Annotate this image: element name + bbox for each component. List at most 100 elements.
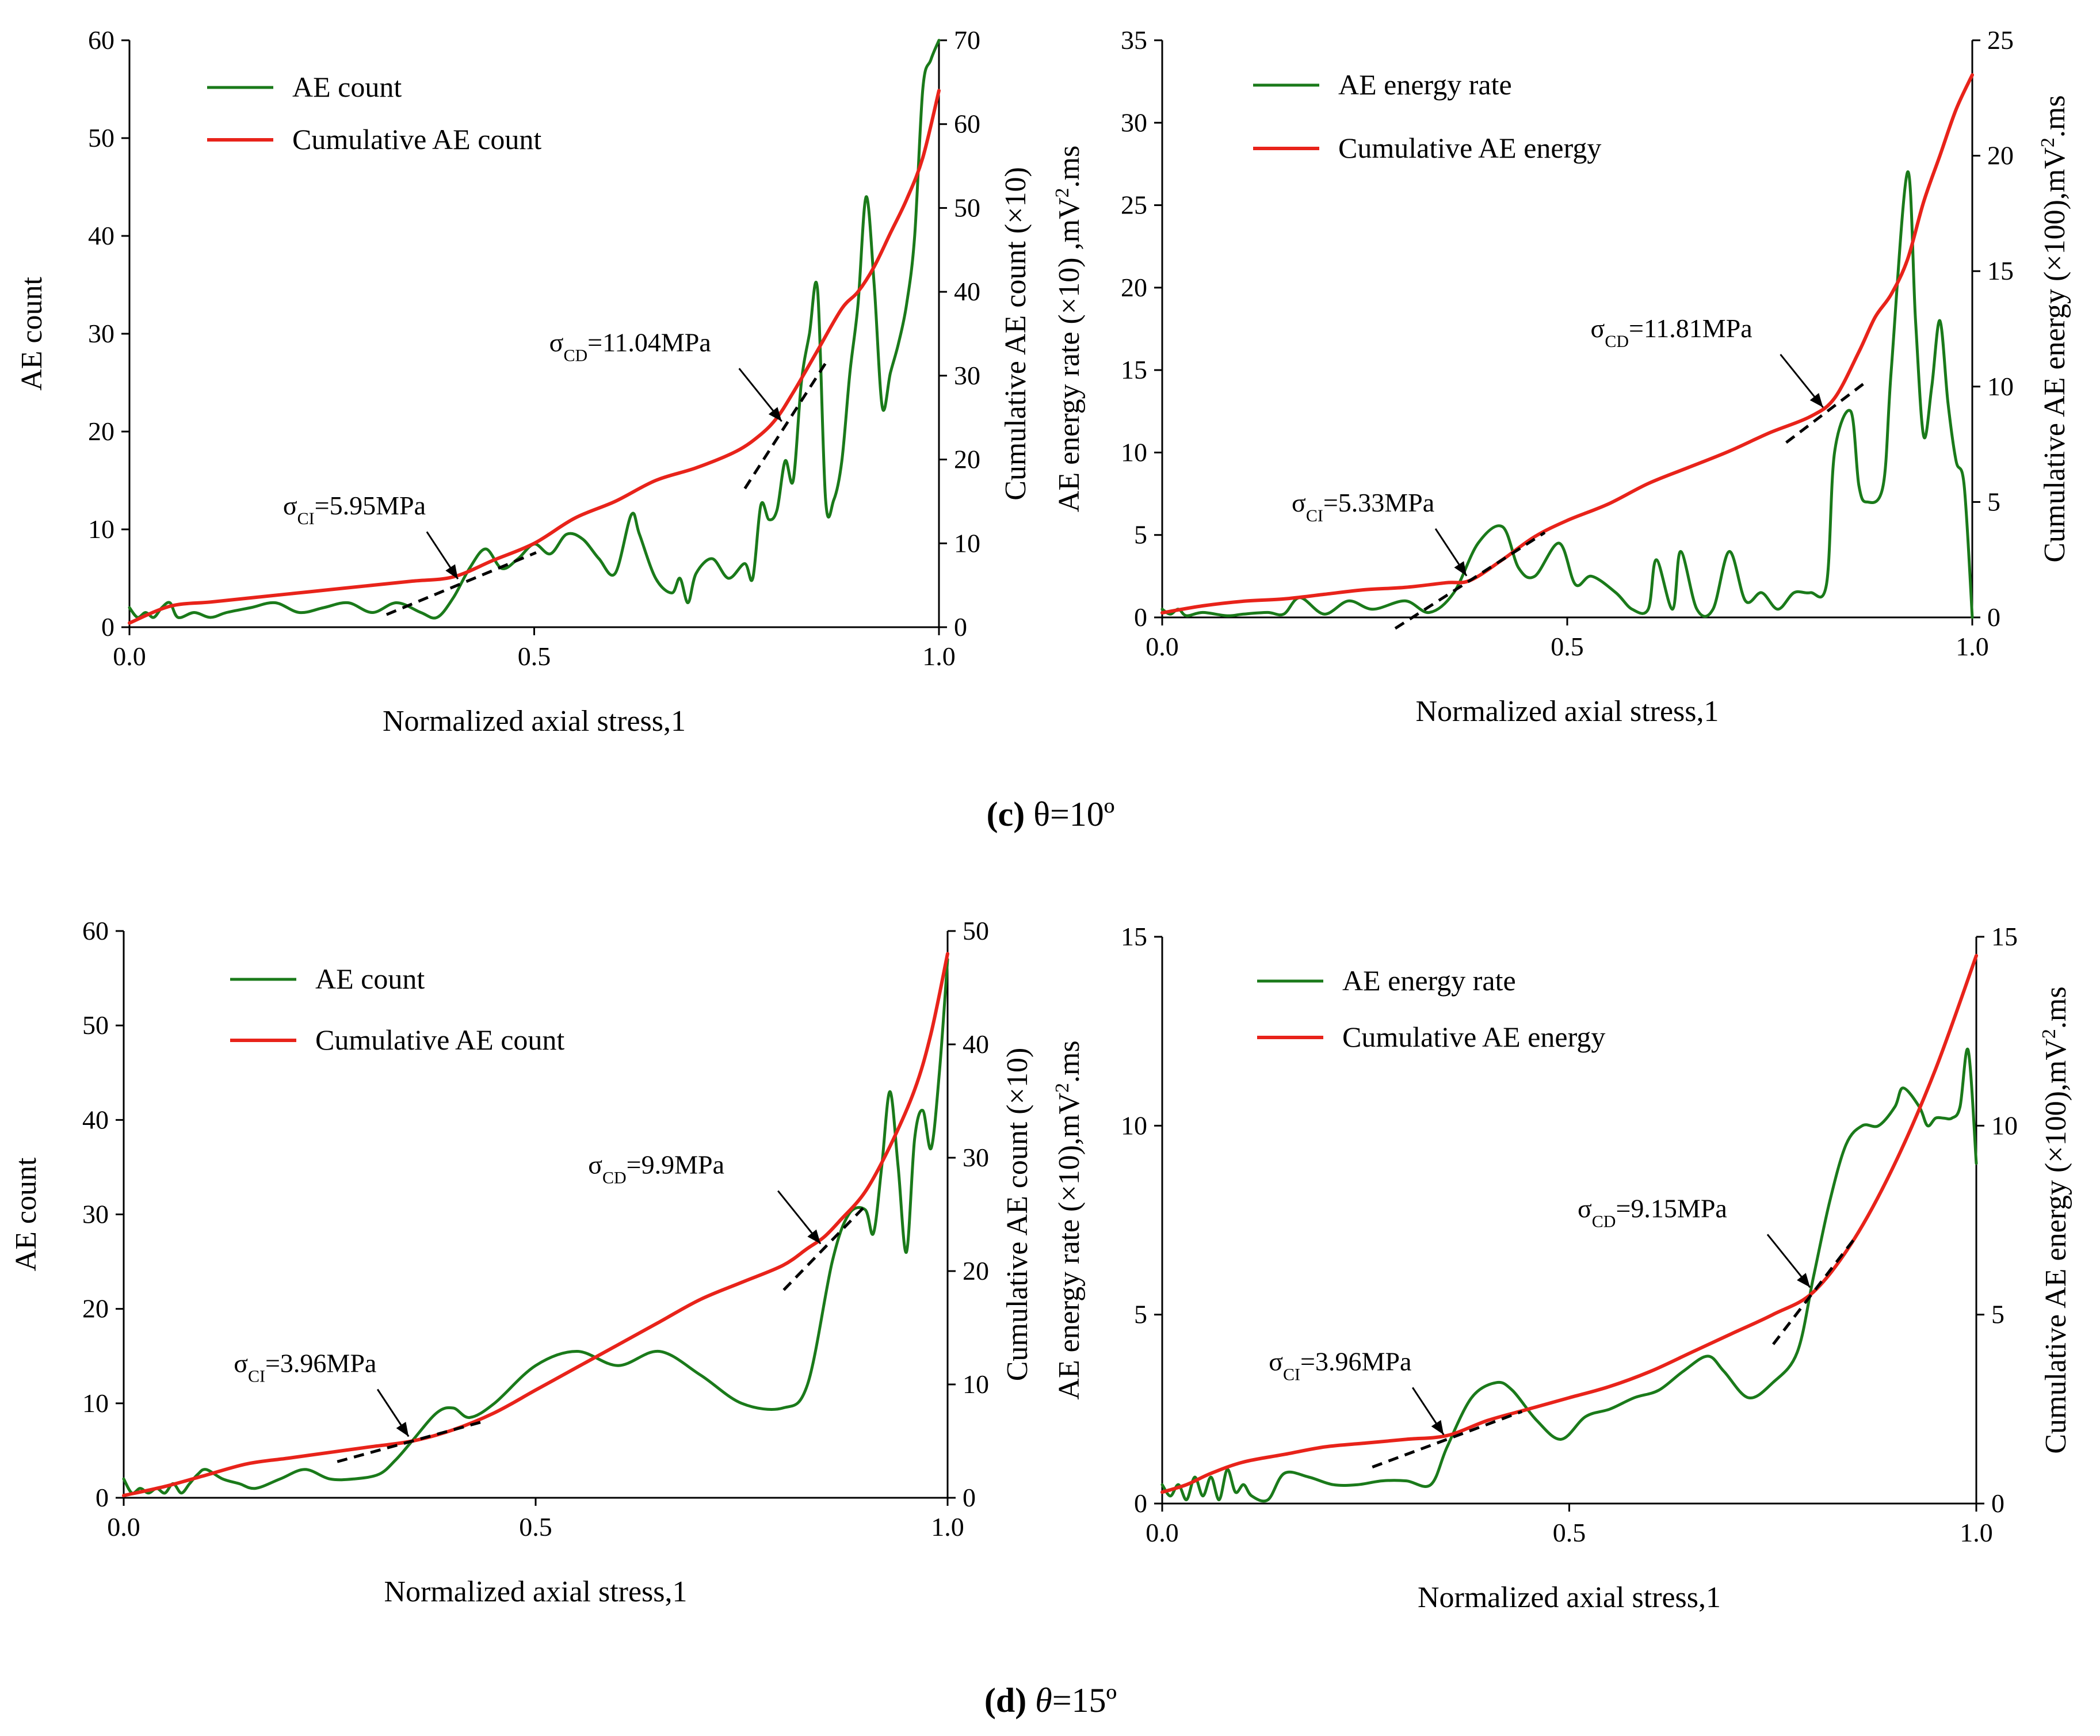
annotation-value: =5.33MPa bbox=[1323, 488, 1434, 517]
x-axis-label: Normalized axial stress,1 bbox=[384, 1575, 687, 1608]
series-line-cumulative bbox=[128, 89, 941, 625]
y-tick-label: 30 bbox=[82, 1200, 109, 1229]
y2-tick-label: 20 bbox=[1987, 141, 2014, 170]
y2-axis-label-sup: 2 bbox=[2037, 138, 2059, 147]
y2-tick-label: 10 bbox=[1991, 1111, 2018, 1140]
y2-axis-label-sup: 2 bbox=[2038, 1029, 2060, 1039]
x-tick-label: 0.5 bbox=[1551, 632, 1584, 661]
annotation-sigma: σ bbox=[1269, 1346, 1283, 1376]
y-tick-label: 20 bbox=[88, 417, 114, 446]
tangent-dashed-line bbox=[1372, 1410, 1523, 1468]
y-tick-label: 50 bbox=[88, 123, 114, 152]
y-axis-label-text: AE energy rate (×10) ,mV bbox=[1053, 197, 1086, 512]
tangent-dashed-line bbox=[1394, 531, 1546, 630]
y-axis-label: AE energy rate (×10) ,mV2.ms bbox=[1052, 146, 1086, 512]
y-tick-label: 0 bbox=[96, 1483, 109, 1512]
x-tick-label: 0.5 bbox=[519, 1512, 552, 1542]
x-axis-label: Normalized axial stress,1 bbox=[1415, 695, 1719, 728]
y-tick-label: 15 bbox=[1121, 355, 1147, 384]
y2-tick-label: 20 bbox=[954, 445, 980, 474]
chart-panel-2: 0 10 20 30 40 50 60 0 10 20 30 40 50 0.0 0.5 1.0 Normali… bbox=[10, 916, 1034, 1608]
legend-label: AE energy rate bbox=[1338, 68, 1512, 101]
annotation-arrow-head bbox=[768, 407, 782, 422]
annotation-subscript: CD bbox=[1592, 1212, 1616, 1231]
y2-tick-label: 30 bbox=[963, 1143, 989, 1172]
y-tick-label: 10 bbox=[88, 514, 114, 544]
y-tick-label: 50 bbox=[82, 1010, 109, 1040]
tangent-dashed-line bbox=[1772, 1238, 1855, 1345]
x-tick-label: 0.5 bbox=[1553, 1518, 1586, 1547]
annotation-label: σCI=3.96MPa bbox=[1269, 1346, 1411, 1384]
annotation-label: σCD=9.9MPa bbox=[588, 1150, 724, 1188]
annotation-subscript: CD bbox=[602, 1168, 627, 1187]
y2-tick-label: 20 bbox=[963, 1256, 989, 1285]
x-tick-label: 0.0 bbox=[1146, 1518, 1179, 1547]
x-tick-label: 0.0 bbox=[107, 1512, 140, 1542]
y2-tick-label: 70 bbox=[954, 25, 980, 55]
y2-tick-label: 0 bbox=[1987, 602, 2000, 632]
annotation-label: σCD=11.81MPa bbox=[1591, 314, 1752, 351]
y-tick-label: 60 bbox=[82, 916, 109, 945]
y2-axis-label-text: Cumulative AE energy (×100),mV bbox=[2038, 147, 2071, 563]
caption-angle: =15º bbox=[1052, 1681, 1117, 1719]
x-tick-label: 1.0 bbox=[922, 642, 956, 671]
annotation-sigma: σ bbox=[549, 327, 564, 357]
y-axis-label: AE count bbox=[10, 1157, 43, 1271]
annotation-label: σCI=5.95MPa bbox=[283, 491, 426, 528]
annotation-subscript: CI bbox=[1283, 1365, 1300, 1384]
annotation-label: σCD=11.04MPa bbox=[549, 327, 711, 365]
tangent-dashed-line bbox=[337, 1419, 487, 1463]
tangent-dashed-line bbox=[385, 551, 537, 616]
annotation-sigma: σ bbox=[1578, 1193, 1592, 1223]
annotation-subscript: CD bbox=[1605, 331, 1629, 350]
x-tick-label: 0.0 bbox=[113, 642, 146, 671]
legend-label: Cumulative AE energy bbox=[1338, 132, 1601, 164]
y2-axis-label-text: Cumulative AE energy (×100),mV bbox=[2040, 1039, 2072, 1454]
tangent-dashed-line bbox=[782, 1205, 865, 1291]
y-axis-label-suffix: .ms bbox=[1053, 146, 1086, 188]
y-tick-label: 35 bbox=[1121, 25, 1147, 55]
y2-tick-label: 15 bbox=[1987, 256, 2014, 285]
tangent-dashed-line bbox=[743, 363, 827, 490]
y2-tick-label: 0 bbox=[954, 612, 967, 642]
series-line-rate bbox=[1160, 1047, 1978, 1503]
series-line-cumulative bbox=[1160, 73, 1974, 615]
legend-label: Cumulative AE energy bbox=[1342, 1021, 1605, 1053]
y2-tick-label: 30 bbox=[954, 361, 980, 390]
annotation-value: =3.96MPa bbox=[1300, 1346, 1411, 1376]
legend-label: Cumulative AE count bbox=[315, 1024, 564, 1056]
x-tick-label: 1.0 bbox=[1960, 1518, 1993, 1547]
x-axis-label: Normalized axial stress,1 bbox=[383, 705, 686, 738]
annotation-arrow-head bbox=[1797, 1273, 1810, 1288]
annotation-arrow-head bbox=[1454, 561, 1467, 576]
y-tick-label: 30 bbox=[1121, 108, 1147, 137]
annotation-subscript: CI bbox=[297, 509, 315, 528]
y2-axis-label-suffix: .ms bbox=[2038, 95, 2071, 138]
annotation-value: =11.81MPa bbox=[1629, 314, 1752, 343]
y-tick-label: 20 bbox=[1121, 273, 1147, 302]
annotation-value: =11.04MPa bbox=[587, 327, 711, 357]
y-axis-label: AE count bbox=[16, 277, 48, 391]
annotation-label: σCD=9.15MPa bbox=[1578, 1193, 1727, 1231]
annotation-value: =3.96MPa bbox=[265, 1349, 376, 1378]
y-tick-label: 40 bbox=[88, 221, 114, 250]
x-axis-label: Normalized axial stress,1 bbox=[1418, 1581, 1721, 1614]
y2-tick-label: 5 bbox=[1987, 487, 2000, 516]
caption-space bbox=[1026, 1681, 1035, 1719]
y2-tick-label: 25 bbox=[1987, 25, 2014, 55]
annotation-subscript: CI bbox=[1306, 506, 1323, 525]
y-tick-label: 20 bbox=[82, 1294, 109, 1323]
chart-panel-1: 0 5 10 15 20 25 30 35 0 5 10 15 20 25 0.0 0.5 1.0 Normali… bbox=[1052, 25, 2072, 728]
annotation-sigma: σ bbox=[1591, 314, 1605, 343]
y2-tick-label: 10 bbox=[963, 1369, 989, 1399]
annotation-arrow-head bbox=[445, 564, 458, 579]
annotation-arrow-head bbox=[1809, 392, 1823, 407]
y2-tick-label: 0 bbox=[1991, 1489, 2004, 1518]
x-tick-label: 1.0 bbox=[931, 1512, 964, 1542]
legend-label: AE energy rate bbox=[1342, 964, 1516, 997]
y-tick-label: 0 bbox=[1134, 602, 1147, 632]
y2-tick-label: 50 bbox=[954, 193, 980, 222]
annotation-label: σCI=3.96MPa bbox=[234, 1349, 376, 1386]
y-tick-label: 0 bbox=[101, 612, 114, 642]
y2-tick-label: 10 bbox=[1987, 372, 2014, 401]
